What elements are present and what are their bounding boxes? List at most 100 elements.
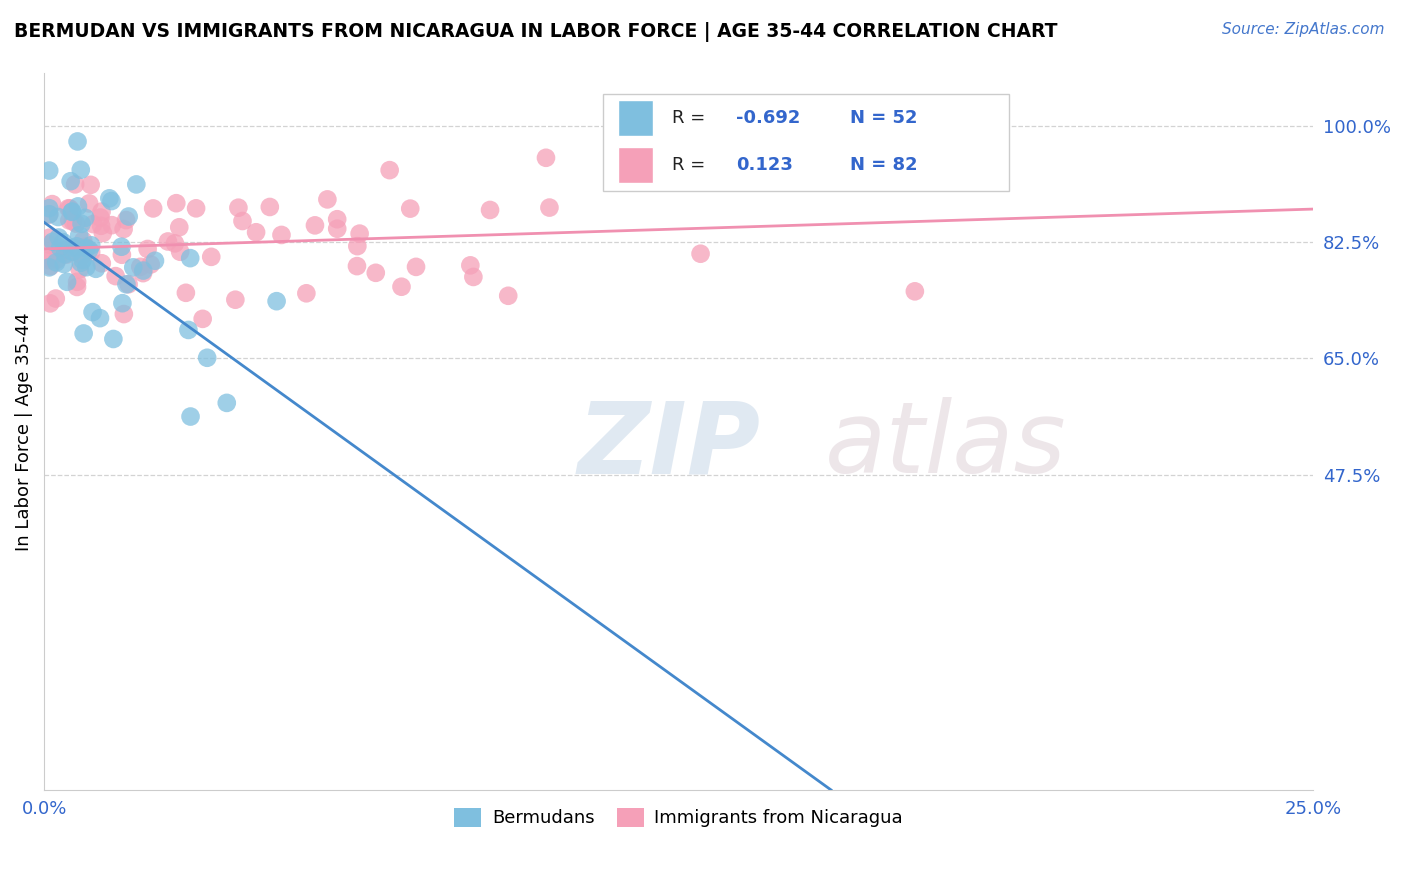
Point xyxy=(70,256,93,270)
Point xyxy=(904,285,927,299)
Point xyxy=(326,221,349,235)
Point xyxy=(80,245,103,260)
Point xyxy=(59,174,82,188)
Point xyxy=(65,239,87,253)
Text: Source: ZipAtlas.com: Source: ZipAtlas.com xyxy=(1222,22,1385,37)
Point xyxy=(59,202,82,216)
Point xyxy=(169,220,191,235)
Point xyxy=(53,243,76,257)
Point xyxy=(38,163,60,178)
Text: N = 82: N = 82 xyxy=(851,156,918,174)
Point xyxy=(231,214,253,228)
Point xyxy=(179,251,201,265)
Point xyxy=(117,277,139,292)
Point xyxy=(66,275,89,289)
Point xyxy=(136,242,159,256)
Point xyxy=(270,227,292,242)
Point xyxy=(259,200,281,214)
Text: R =: R = xyxy=(672,156,711,174)
Point xyxy=(52,257,75,271)
Point xyxy=(38,207,60,221)
Point xyxy=(163,236,186,251)
Point xyxy=(62,214,84,228)
Point xyxy=(349,227,371,241)
Point xyxy=(228,201,250,215)
Point xyxy=(38,253,60,268)
Point xyxy=(46,252,69,267)
Point xyxy=(90,219,112,233)
Point xyxy=(79,178,101,192)
Point xyxy=(89,211,111,225)
Point xyxy=(129,260,152,274)
Point xyxy=(110,240,132,254)
Point xyxy=(156,235,179,249)
Point xyxy=(84,261,107,276)
Point xyxy=(180,409,202,424)
Point xyxy=(65,217,87,231)
Point xyxy=(111,296,134,310)
Point xyxy=(100,194,122,208)
Point xyxy=(42,235,65,249)
Point xyxy=(346,239,368,253)
Point xyxy=(82,217,104,231)
Point xyxy=(169,244,191,259)
Point xyxy=(184,202,207,216)
Point xyxy=(76,241,98,255)
Point xyxy=(115,213,138,227)
Text: atlas: atlas xyxy=(825,397,1066,494)
Point xyxy=(58,213,80,227)
Y-axis label: In Labor Force | Age 35-44: In Labor Force | Age 35-44 xyxy=(15,312,32,550)
Point xyxy=(479,202,502,217)
Point xyxy=(90,256,112,270)
Point xyxy=(103,332,125,346)
Point xyxy=(165,196,187,211)
Point xyxy=(77,243,100,257)
Text: N = 52: N = 52 xyxy=(851,109,918,128)
Point xyxy=(112,222,135,236)
Point xyxy=(66,280,89,294)
Point xyxy=(82,305,104,319)
Point xyxy=(98,191,121,205)
Point xyxy=(52,235,75,250)
Point xyxy=(72,326,94,341)
Point xyxy=(39,296,62,310)
Point xyxy=(191,311,214,326)
Point xyxy=(38,207,60,221)
Text: ZIP: ZIP xyxy=(576,397,761,494)
Point xyxy=(77,196,100,211)
Point xyxy=(399,202,422,216)
Point xyxy=(90,204,112,219)
Point xyxy=(63,178,86,192)
Legend: Bermudans, Immigrants from Nicaragua: Bermudans, Immigrants from Nicaragua xyxy=(447,801,910,835)
Point xyxy=(69,162,91,177)
Point xyxy=(405,260,427,274)
Point xyxy=(53,247,76,261)
Point xyxy=(56,247,79,261)
Point xyxy=(118,210,141,224)
Point xyxy=(115,277,138,292)
Point xyxy=(66,135,89,149)
Point xyxy=(215,396,238,410)
Point xyxy=(112,307,135,321)
Point xyxy=(62,244,84,259)
Point xyxy=(45,255,67,269)
Point xyxy=(346,259,368,273)
Bar xyxy=(617,147,654,183)
Point xyxy=(45,292,67,306)
Point xyxy=(132,266,155,280)
Point xyxy=(38,260,60,275)
Point xyxy=(48,230,70,244)
Point xyxy=(66,245,89,260)
Point xyxy=(75,240,97,254)
Point xyxy=(41,197,63,211)
Point xyxy=(122,260,145,275)
Point xyxy=(132,263,155,277)
Point xyxy=(60,204,83,219)
Point xyxy=(174,285,197,300)
Point xyxy=(38,237,60,252)
Point xyxy=(326,212,349,227)
Point xyxy=(195,351,218,365)
Point xyxy=(58,201,80,215)
Point xyxy=(38,201,60,215)
Text: R =: R = xyxy=(672,109,711,128)
